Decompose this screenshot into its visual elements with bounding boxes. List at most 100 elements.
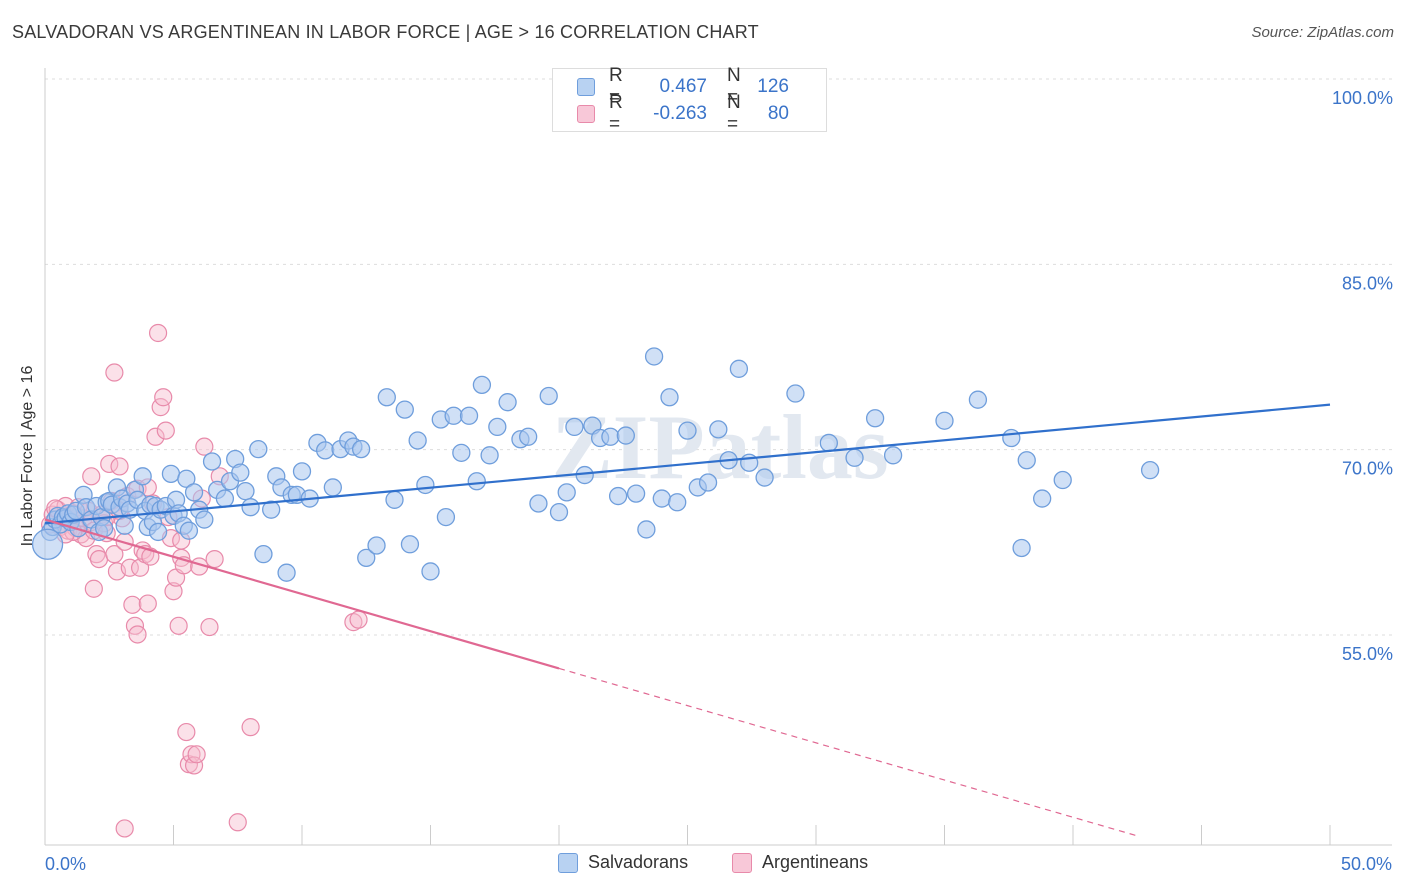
salvadorans-point (421, 562, 440, 581)
salvadorans-point (1140, 460, 1160, 480)
salvadorans-point (498, 393, 517, 412)
salvadorans-point (195, 510, 214, 529)
salvadorans-point (249, 439, 268, 459)
salvadorans-point (1017, 451, 1036, 470)
argentineans-point (164, 582, 183, 601)
salvadorans-point (184, 483, 204, 502)
argentineans-point (148, 323, 168, 343)
argentineans-point (228, 813, 247, 832)
salvadorans-point (416, 475, 435, 495)
n-value: 126 (757, 76, 789, 97)
argentineans-trend-line (44, 518, 560, 670)
salvadorans-point (202, 452, 222, 471)
argentineans-trend-line-extrapolated (558, 667, 1138, 837)
n-value: 80 (767, 103, 789, 124)
salvadorans-point (31, 528, 64, 560)
salvadorans-point (277, 563, 296, 582)
salvadorans-point (616, 426, 635, 445)
salvadorans-point (668, 493, 687, 512)
x-tick-label: 50.0% (1341, 854, 1392, 874)
argentineans-point (241, 718, 260, 737)
salvadorans-point (819, 433, 838, 453)
argentineans-point (82, 467, 101, 486)
salvadorans-point (608, 486, 628, 506)
salvadorans-swatch (577, 78, 595, 96)
salvadorans-point (161, 464, 181, 483)
salvadorans-point (400, 535, 420, 554)
argentineans-point (156, 421, 175, 440)
salvadorans-point (786, 384, 805, 403)
salvadorans-point (323, 478, 342, 497)
argentineans-point (195, 437, 214, 456)
argentineans-point (205, 549, 224, 569)
salvadorans-point (935, 411, 954, 430)
salvadorans-point (231, 463, 250, 482)
salvadorans-point (1053, 470, 1072, 490)
salvadorans-point (177, 469, 196, 488)
salvadorans-point (660, 388, 679, 407)
source-credit: Source: ZipAtlas.com (1251, 24, 1394, 41)
salvadorans-point (549, 502, 569, 522)
salvadorans-point (539, 386, 558, 406)
series-legend: Salvadorans Argentineans (0, 852, 1406, 876)
salvadorans-point (565, 417, 584, 437)
argentineans-point (120, 558, 139, 577)
salvadorans-point (236, 481, 255, 501)
salvadorans-point (472, 375, 492, 395)
argentineans-point (89, 549, 109, 569)
argentineans-legend-swatch (732, 852, 752, 873)
argentineans-point (169, 616, 188, 635)
salvadorans-point (557, 483, 576, 502)
argentineans-point (105, 363, 124, 382)
salvadorans-point (488, 417, 507, 437)
gridlines (45, 78, 1392, 636)
salvadorans-point (459, 406, 479, 425)
salvadorans-point (883, 446, 903, 465)
salvadorans-point (1002, 428, 1021, 448)
r-value: -0.263 (653, 103, 707, 124)
legend-row-argentineans: R = -0.263 N = 80 (577, 92, 789, 135)
salvadorans-point (452, 443, 471, 462)
salvadorans-point (698, 473, 718, 492)
salvadorans-legend-swatch (558, 852, 578, 873)
salvadorans-point (652, 489, 671, 508)
trend-lines (44, 403, 1331, 837)
salvadorans-point (315, 441, 335, 460)
salvadorans-point (367, 536, 386, 555)
y-tick-label: 70.0% (1342, 459, 1393, 479)
salvadorans-point (519, 427, 538, 446)
argentineans-point (123, 595, 142, 614)
y-tick-label: 85.0% (1342, 273, 1393, 293)
argentineans-point (177, 722, 196, 742)
salvadorans-point (480, 446, 499, 465)
n-label: N = (727, 92, 741, 135)
salvadorans-point (529, 494, 548, 513)
salvadorans-point (644, 347, 664, 366)
legend-label: Salvadorans (588, 852, 689, 872)
legend-item-salvadorans[interactable]: Salvadorans (558, 852, 688, 873)
argentineans-point (154, 388, 173, 407)
salvadorans-point (179, 521, 199, 540)
salvadorans-point (148, 522, 168, 542)
legend-label: Argentineans (762, 852, 869, 872)
salvadorans-point (408, 431, 427, 450)
argentineans-point (128, 625, 147, 644)
n-label: N = (727, 65, 741, 108)
r-label: R = (609, 65, 623, 108)
salvadorans-point (729, 359, 749, 378)
legend-item-argentineans[interactable]: Argentineans (732, 852, 868, 873)
argentineans-point (84, 579, 103, 598)
salvadorans-point (626, 484, 646, 503)
salvadorans-point (467, 472, 486, 491)
salvadorans-point (377, 388, 396, 407)
salvadorans-point (351, 439, 371, 459)
x-tick-label: 0.0% (45, 854, 86, 874)
salvadorans-point (395, 400, 414, 419)
r-value: 0.467 (659, 76, 707, 97)
salvadorans-point (1033, 489, 1052, 508)
argentineans-point (184, 756, 204, 775)
salvadorans-point (436, 507, 456, 527)
argentineans-point (87, 545, 106, 564)
salvadorans-points (31, 347, 1160, 582)
